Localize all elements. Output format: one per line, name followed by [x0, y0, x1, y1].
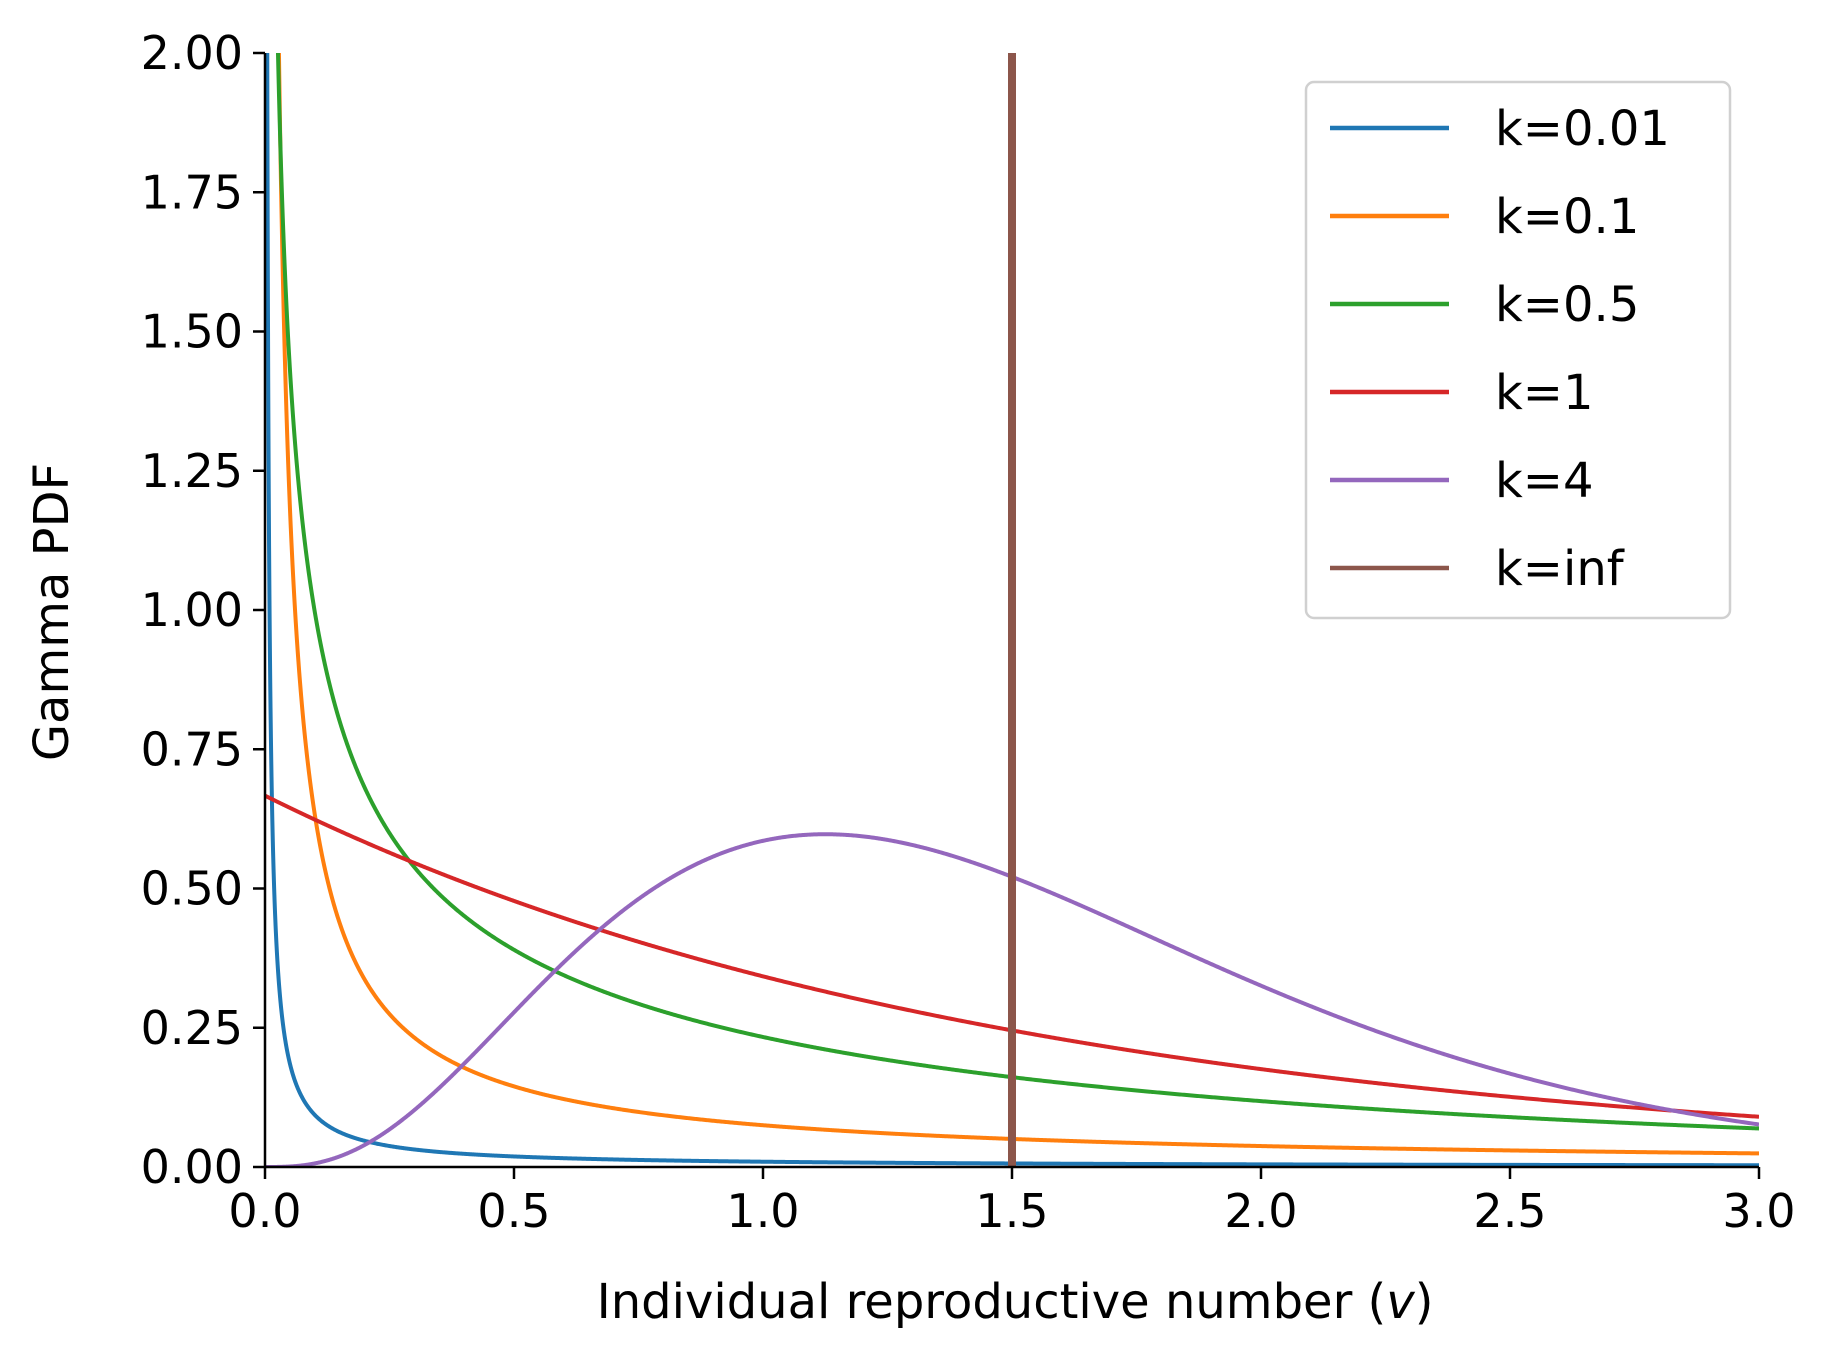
y-tick-label: 0.50 — [141, 862, 243, 916]
series-line-k-0-5 — [275, 53, 1759, 1131]
ticks: 0.0 0.5 1.0 1.5 2.0 2.5 3.0 0.00 0.25 0.50 0.75 1.0… — [141, 26, 1796, 1238]
legend: k=0.01 k=0.1 k=0.5 k=1 k=4 k=inf — [1304, 80, 1732, 620]
x-axis-label: Individual reproductive number (v) — [597, 1274, 1434, 1330]
y-axis-label: Gamma PDF — [24, 463, 80, 761]
legend-entry-label: k=1 — [1495, 365, 1594, 421]
legend-entry-label: k=0.1 — [1495, 189, 1639, 245]
series-line-k-0-1 — [276, 53, 1759, 1156]
y-tick-label: 0.25 — [141, 1001, 243, 1055]
x-tick-label: 1.5 — [975, 1184, 1048, 1238]
x-tick-label: 1.0 — [726, 1184, 799, 1238]
plot-area — [265, 53, 1759, 1167]
x-tick-label: 0.5 — [477, 1184, 550, 1238]
series-line-k-1 — [265, 793, 1759, 1119]
legend-entry-label: k=0.01 — [1495, 101, 1670, 157]
y-tick-label: 1.00 — [141, 583, 243, 637]
legend-entry-label: k=4 — [1495, 453, 1594, 509]
y-tick-label: 0.75 — [141, 722, 243, 776]
y-tick-label: 1.25 — [141, 444, 243, 498]
x-tick-label: 3.0 — [1722, 1184, 1795, 1238]
y-tick-label: 1.75 — [141, 165, 243, 219]
legend-box — [1304, 80, 1732, 620]
legend-entry-label: k=0.5 — [1495, 277, 1639, 333]
x-tick-label: 2.0 — [1224, 1184, 1297, 1238]
y-tick-label: 2.00 — [141, 26, 243, 80]
legend-entry-label: k=inf — [1495, 541, 1625, 597]
x-tick-label: 2.5 — [1473, 1184, 1546, 1238]
y-tick-label: 1.50 — [141, 305, 243, 359]
series-line-k-4 — [265, 832, 1759, 1167]
series-line-k-0-01 — [265, 53, 1759, 1167]
y-tick-label: 0.00 — [141, 1140, 243, 1194]
x-tick-label: 0.0 — [228, 1184, 301, 1238]
